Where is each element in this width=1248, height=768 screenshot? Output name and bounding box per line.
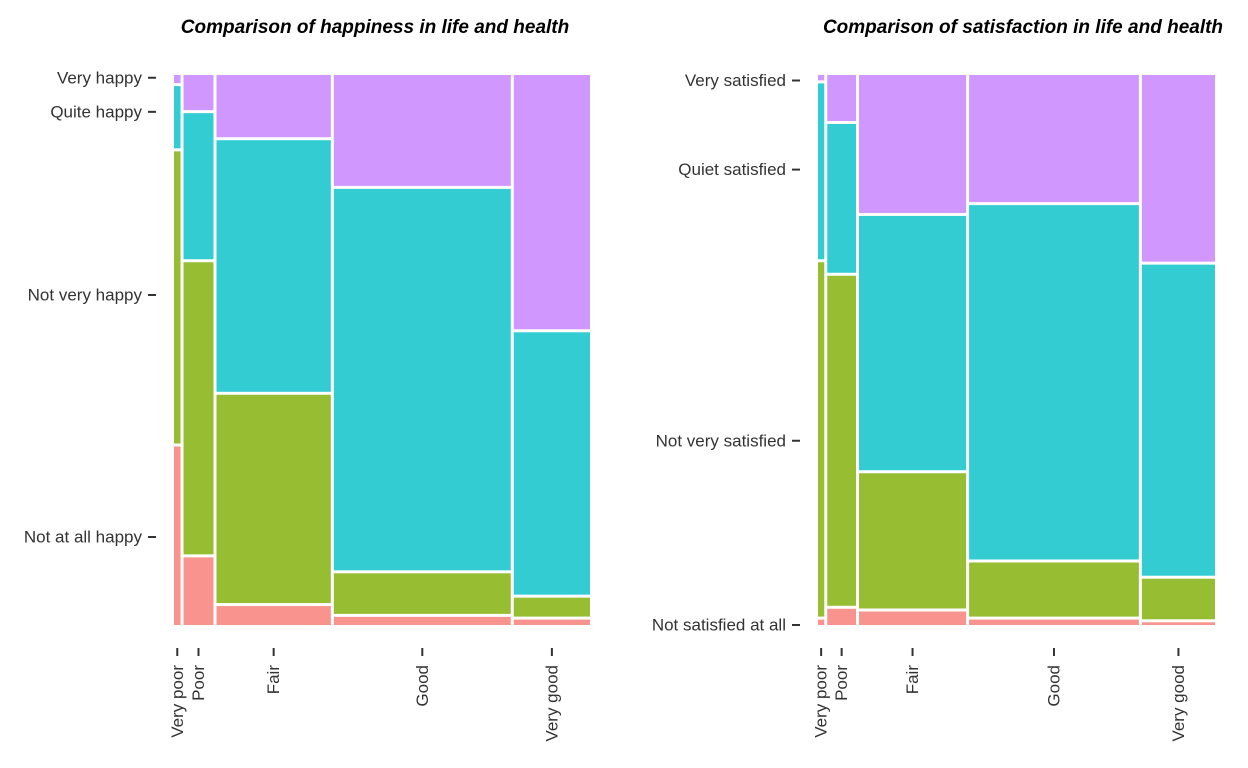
mosaic-tile (174, 75, 181, 84)
mosaic-tile (513, 332, 590, 595)
mosaic-tile (827, 123, 856, 273)
mosaic-tile (216, 75, 331, 138)
mosaic-tile (216, 606, 331, 626)
y-tick-label: Quiet satisfied (678, 160, 786, 179)
mosaic-tile (818, 262, 825, 617)
mosaic-tile (859, 611, 967, 626)
chart-title: Comparison of happiness in life and heal… (181, 17, 570, 38)
y-tick-label: Not very happy (28, 286, 143, 305)
mosaic-tile (333, 75, 511, 186)
mosaic-tile (183, 557, 214, 626)
x-tick-label: Very poor (812, 665, 831, 738)
mosaic-tile (183, 75, 214, 111)
mosaic-tile (969, 75, 1139, 203)
y-tick-label: Very satisfied (685, 71, 786, 90)
mosaic-tile (827, 275, 856, 606)
x-tick-label: Very good (1169, 665, 1188, 742)
mosaic-plot-satisfaction: Comparison of satisfaction in life and h… (652, 17, 1223, 742)
mosaic-tile (333, 573, 511, 614)
mosaic-tile (818, 75, 825, 81)
mosaic-tile (969, 619, 1139, 625)
x-tick-label: Poor (189, 665, 208, 701)
x-tick-label: Fair (264, 665, 283, 695)
mosaic-tile (827, 75, 856, 121)
mosaic-tile (1141, 622, 1215, 625)
x-tick-label: Good (1044, 665, 1063, 707)
mosaic-tile (1141, 75, 1215, 262)
mosaic-tile (859, 473, 967, 609)
mosaic-tile (513, 619, 590, 625)
mosaic-tile (174, 151, 181, 444)
mosaic-tile (1141, 264, 1215, 576)
mosaic-tile (174, 86, 181, 149)
mosaic-tile (183, 262, 214, 555)
mosaic-tile (969, 205, 1139, 560)
mosaic-tile (818, 619, 825, 625)
mosaic-tile (1141, 578, 1215, 620)
mosaic-tile (969, 562, 1139, 617)
y-tick-label: Not very satisfied (656, 431, 786, 450)
x-tick-label: Good (413, 665, 432, 707)
y-tick-label: Very happy (57, 68, 143, 87)
x-tick-label: Fair (903, 665, 922, 695)
mosaic-tile (333, 188, 511, 571)
y-tick-label: Not satisfied at all (652, 616, 786, 635)
mosaic-tile (174, 446, 181, 625)
mosaic-tile (818, 83, 825, 260)
mosaic-tile (859, 215, 967, 471)
mosaic-tile (513, 75, 590, 330)
mosaic-tile (333, 616, 511, 625)
y-tick-label: Not at all happy (24, 528, 143, 547)
mosaic-tile (216, 140, 331, 392)
mosaic-plot-happiness: Comparison of happiness in life and heal… (24, 17, 590, 742)
mosaic-tile (183, 113, 214, 260)
mosaic-tile (859, 75, 967, 213)
mosaic-tile (827, 608, 856, 625)
chart-title: Comparison of satisfaction in life and h… (823, 17, 1223, 38)
mosaic-tile (513, 597, 590, 617)
x-tick-label: Very good (542, 665, 561, 742)
mosaic-tile (216, 394, 331, 604)
x-tick-label: Very poor (168, 665, 187, 738)
x-tick-label: Poor (832, 665, 851, 701)
y-tick-label: Quite happy (50, 102, 142, 121)
